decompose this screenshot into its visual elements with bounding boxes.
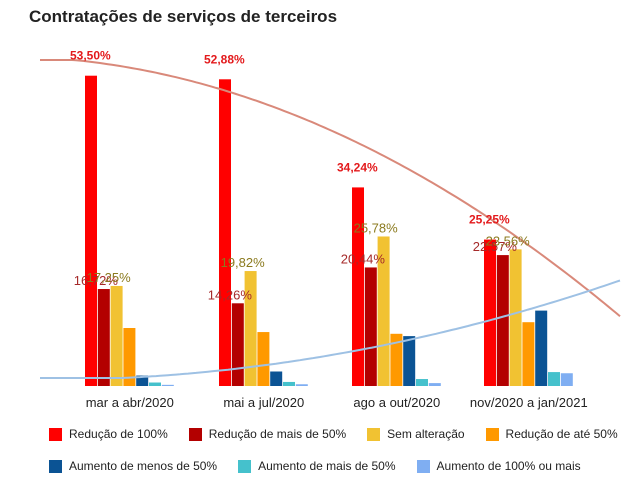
bar-sem-alteracao (377, 236, 390, 386)
bar-reducao-de-ate-50 (123, 328, 136, 386)
legend-swatch (485, 427, 499, 441)
bar-reducao-de-ate-50 (390, 333, 403, 386)
legend-label: Aumento de menos de 50% (69, 459, 218, 473)
x-tick-label: nov/2020 a jan/2021 (470, 395, 588, 410)
legend-item-reducao-ate-50[interactable]: Redução de até 50% (485, 427, 618, 441)
bar-reducao-de-100 (85, 75, 97, 386)
x-tick-label: ago a out/2020 (353, 395, 440, 410)
bar-reducao-de-mais-de-50 (231, 303, 244, 386)
legend-swatch (416, 459, 430, 473)
bar-aumento-de-menos-de-50 (136, 375, 149, 386)
legend-label: Redução de até 50% (505, 427, 618, 441)
data-label: 23,56% (486, 233, 531, 248)
chart-title: Contratações de serviços de terceiros (29, 7, 338, 26)
legend-row: Aumento de menos de 50% Aumento de mais … (49, 458, 639, 474)
x-tick-label: mai a jul/2020 (223, 395, 304, 410)
legend-label: Redução de mais de 50% (208, 427, 347, 441)
data-label: 53,50% (70, 49, 111, 63)
legend-item-reducao-mais-50[interactable]: Redução de mais de 50% (188, 427, 347, 441)
bar-sem-alteracao (509, 249, 522, 386)
legend-item-reducao-100[interactable]: Redução de 100% (49, 427, 168, 441)
bar-reducao-de-100 (219, 79, 231, 387)
bar-aumento-de-mais-de-50 (149, 382, 161, 386)
trendline-reducao-de-100 (40, 59, 621, 318)
bar-reducao-de-mais-de-50 (496, 255, 509, 386)
data-label: 17,25% (87, 270, 132, 285)
bar-reducao-de-100 (484, 239, 496, 386)
legend-row: Redução de 100% Redução de mais de 50% S… (49, 426, 639, 442)
x-tick-label: mar a abr/2020 (86, 395, 174, 410)
bar-aumento-de-mais-de-50 (283, 381, 295, 386)
data-label: 34,24% (337, 160, 378, 174)
bar-chart: 53,50% 52,88% 34,24% 25,25% 16,72% 14,26% 20,4… (40, 49, 621, 410)
chart-legend: Redução de 100% Redução de mais de 50% S… (49, 426, 639, 490)
legend-swatch (188, 427, 202, 441)
data-label: 16,72% (74, 273, 119, 288)
legend-swatch (49, 459, 62, 473)
legend-label: Redução de 100% (69, 427, 168, 441)
bar-aumento-de-100-ou-mais (428, 383, 441, 386)
bar-aumento-de-menos-de-50 (270, 371, 283, 386)
bar-reducao-de-mais-de-50 (97, 289, 110, 386)
bar-aumento-de-menos-de-50 (535, 310, 548, 386)
legend-swatch (238, 459, 252, 473)
bar-sem-alteracao (110, 285, 123, 386)
bar-sem-alteracao (244, 271, 257, 386)
legend-item-aumento-menos-50[interactable]: Aumento de menos de 50% (49, 459, 217, 473)
bar-aumento-de-mais-de-50 (548, 372, 560, 386)
legend-swatch (367, 427, 381, 441)
data-label: 14,26% (208, 287, 253, 302)
data-label: 20,44% (341, 251, 386, 266)
data-label: 19,82% (221, 255, 266, 270)
legend-label: Aumento de mais de 50% (258, 459, 396, 473)
bar-aumento-de-100-ou-mais (560, 373, 573, 386)
data-label: 25,78% (354, 220, 399, 235)
legend-label: Aumento de 100% ou mais (436, 459, 581, 473)
bar-aumento-de-100-ou-mais (295, 384, 308, 386)
data-label: 25,25% (469, 213, 510, 227)
bar-reducao-de-ate-50 (522, 322, 535, 386)
legend-item-sem-alteracao[interactable]: Sem alteração (367, 427, 465, 441)
data-label: 52,88% (204, 52, 245, 66)
bar-aumento-de-100-ou-mais (161, 384, 174, 386)
legend-item-aumento-mais-50[interactable]: Aumento de mais de 50% (238, 459, 396, 473)
legend-item-aumento-100[interactable]: Aumento de 100% ou mais (416, 459, 581, 473)
data-label: 22,57% (473, 239, 518, 254)
bar-reducao-de-mais-de-50 (364, 267, 377, 386)
legend-swatch (49, 427, 62, 441)
bar-aumento-de-menos-de-50 (403, 336, 416, 386)
bar-reducao-de-ate-50 (257, 332, 270, 386)
trendline-aumento-de-menos-de-50 (40, 279, 621, 379)
bar-reducao-de-100 (352, 187, 364, 386)
bar-aumento-de-mais-de-50 (416, 379, 428, 386)
legend-label: Sem alteração (387, 427, 465, 441)
